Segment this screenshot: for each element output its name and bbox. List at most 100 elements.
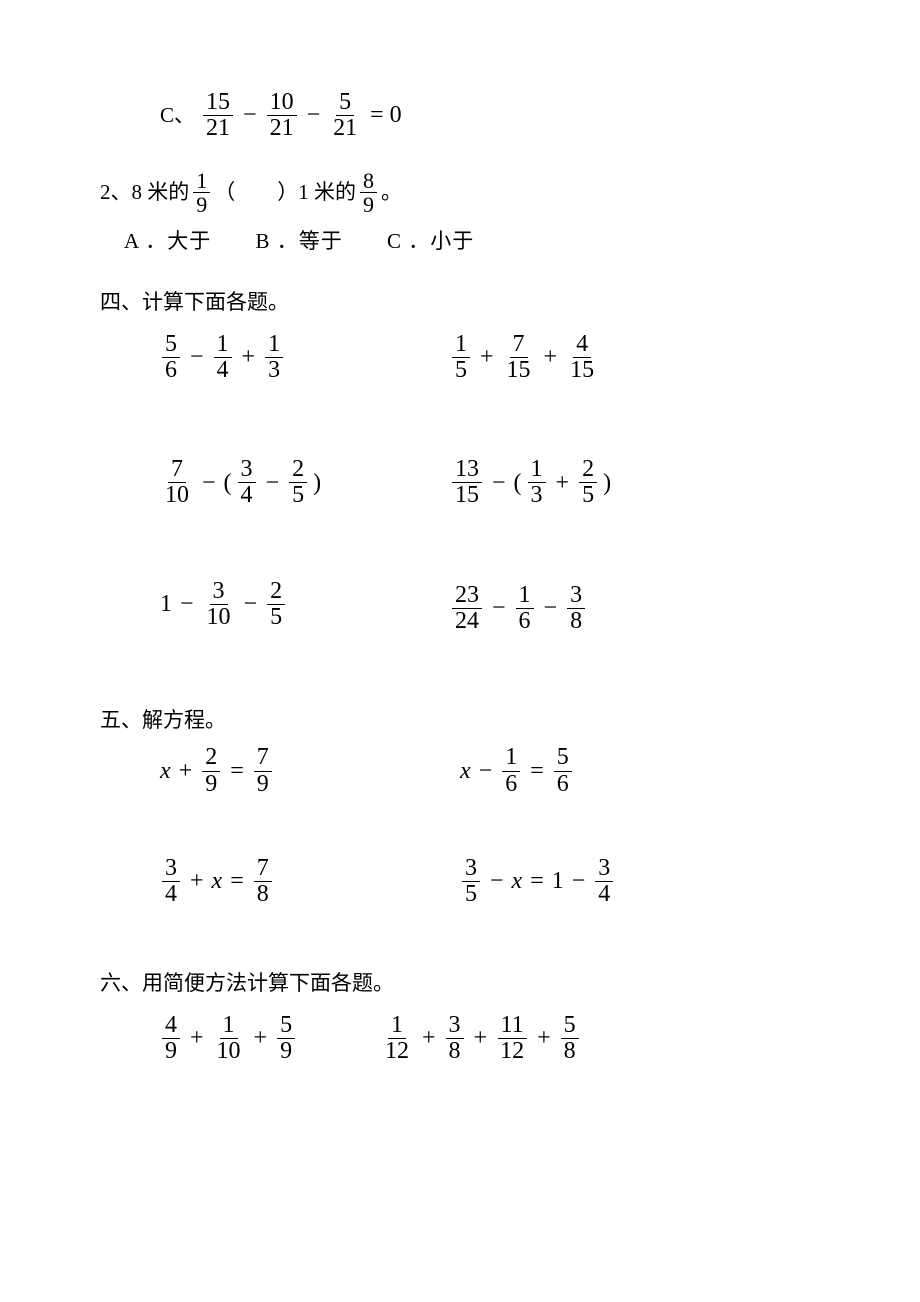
problem-row: x+29=79 x−16=56: [100, 745, 820, 796]
math-expression: 35−x=1−34: [460, 856, 615, 907]
math-expression: x+29=79: [160, 745, 274, 796]
fraction: 112: [382, 1013, 412, 1064]
fraction: 25: [267, 579, 285, 630]
math-expression: 15+715+415: [450, 332, 599, 383]
problem-left: 710−(34−25): [160, 453, 450, 508]
fraction: 110: [214, 1013, 244, 1064]
fraction: 715: [504, 332, 534, 383]
operator: +: [552, 464, 574, 502]
problem-right: 112+38+1112+58: [380, 1009, 581, 1064]
text-token: (: [514, 464, 522, 502]
sec6-rows: 49+110+59112+38+1112+58: [100, 1009, 820, 1064]
q2-options: A ．大于 B ．等于 C ．小于: [100, 225, 820, 259]
fraction: 2324: [452, 583, 482, 634]
fraction: 25: [579, 457, 597, 508]
text-token: ): [313, 464, 321, 502]
operator: −: [488, 464, 510, 502]
problem-right: 15+715+415: [450, 328, 599, 383]
fraction: 56: [554, 745, 572, 796]
math-expression: 1315−(13+25): [450, 457, 611, 508]
operator: +: [470, 1019, 492, 1057]
q2-blank: （ ）1 米的: [214, 176, 356, 210]
fraction: 34: [595, 856, 613, 907]
q2-option-a: A ．大于: [124, 225, 211, 259]
fraction: 710: [162, 457, 192, 508]
fraction: 56: [162, 332, 180, 383]
q2-suffix: 。: [381, 176, 402, 210]
q1-option-c: C、 15 21 − 10 21 − 5 21 = 0: [100, 90, 820, 141]
text-token: (: [224, 464, 232, 502]
problem-row: 56−14+1315+715+415: [100, 328, 820, 383]
fraction: 35: [462, 856, 480, 907]
q2-frac2: 8 9: [360, 169, 377, 216]
variable: x: [460, 752, 471, 790]
math-expression: 2324−16−38: [450, 583, 587, 634]
operator: −: [240, 585, 262, 623]
operator: −: [475, 752, 497, 790]
fraction: 10 21: [267, 90, 297, 141]
variable: x: [512, 862, 523, 900]
fraction: 15: [452, 332, 470, 383]
fraction: 38: [567, 583, 585, 634]
math-expression: 710−(34−25): [160, 457, 321, 508]
fraction: 59: [277, 1013, 295, 1064]
q2-option-c: C ．小于: [387, 225, 474, 259]
q2-prefix: 2、8 米的: [100, 176, 189, 210]
fraction: 29: [202, 745, 220, 796]
text-token: 1: [552, 862, 564, 900]
fraction: 49: [162, 1013, 180, 1064]
operator: +: [238, 338, 260, 376]
math-expression: x−16=56: [460, 745, 574, 796]
problem-left: 34+x=78: [160, 852, 460, 907]
operator: +: [186, 1019, 208, 1057]
fraction: 16: [502, 745, 520, 796]
operator: +: [476, 338, 498, 376]
operator: =: [226, 862, 248, 900]
q2-option-b: B ．等于: [256, 225, 343, 259]
operator: −: [176, 585, 198, 623]
math-expression: 49+110+59: [160, 1013, 297, 1064]
operator: +: [186, 862, 208, 900]
operator: +: [250, 1019, 272, 1057]
fraction: 13: [265, 332, 283, 383]
variable: x: [160, 752, 171, 790]
q2-frac1: 1 9: [193, 169, 210, 216]
option-c-label: C、: [160, 99, 195, 133]
problem-right: 2324−16−38: [450, 579, 587, 634]
sec5-rows: x+29=79x−16=5634+x=7835−x=1−34: [100, 745, 820, 907]
problem-left: 49+110+59: [160, 1009, 380, 1064]
worksheet-page: C、 15 21 − 10 21 − 5 21 = 0 2、8 米的 1 9 （: [0, 0, 920, 1302]
operator: −: [486, 862, 508, 900]
sec4-title: 四、计算下面各题。: [100, 286, 820, 320]
operator: =: [526, 862, 548, 900]
problem-left: x+29=79: [160, 745, 460, 796]
q2-stem: 2、8 米的 1 9 （ ）1 米的 8 9 。: [100, 169, 820, 216]
operator: −: [262, 464, 284, 502]
operator: −: [568, 862, 590, 900]
fraction: 58: [561, 1013, 579, 1064]
fraction: 310: [204, 579, 234, 630]
variable: x: [212, 862, 223, 900]
operator: −: [198, 464, 220, 502]
operator: +: [540, 338, 562, 376]
text-token: 1: [160, 585, 172, 623]
fraction: 79: [254, 745, 272, 796]
sec4-rows: 56−14+1315+715+415710−(34−25)1315−(13+25…: [100, 328, 820, 634]
fraction: 415: [567, 332, 597, 383]
operator: +: [533, 1019, 555, 1057]
option-c-expression: 15 21 − 10 21 − 5 21 = 0: [201, 90, 406, 141]
fraction: 5 21: [330, 90, 360, 141]
fraction: 34: [238, 457, 256, 508]
text-token: ): [603, 464, 611, 502]
problem-right: x−16=56: [460, 745, 574, 796]
fraction: 1315: [452, 457, 482, 508]
problem-row: 34+x=7835−x=1−34: [100, 852, 820, 907]
math-expression: 1−310−25: [160, 579, 287, 630]
sec5-title: 五、解方程。: [100, 704, 820, 738]
operator: −: [186, 338, 208, 376]
fraction: 34: [162, 856, 180, 907]
fraction: 25: [289, 457, 307, 508]
fraction: 38: [446, 1013, 464, 1064]
problem-row: 1−310−252324−16−38: [100, 579, 820, 634]
fraction: 78: [254, 856, 272, 907]
